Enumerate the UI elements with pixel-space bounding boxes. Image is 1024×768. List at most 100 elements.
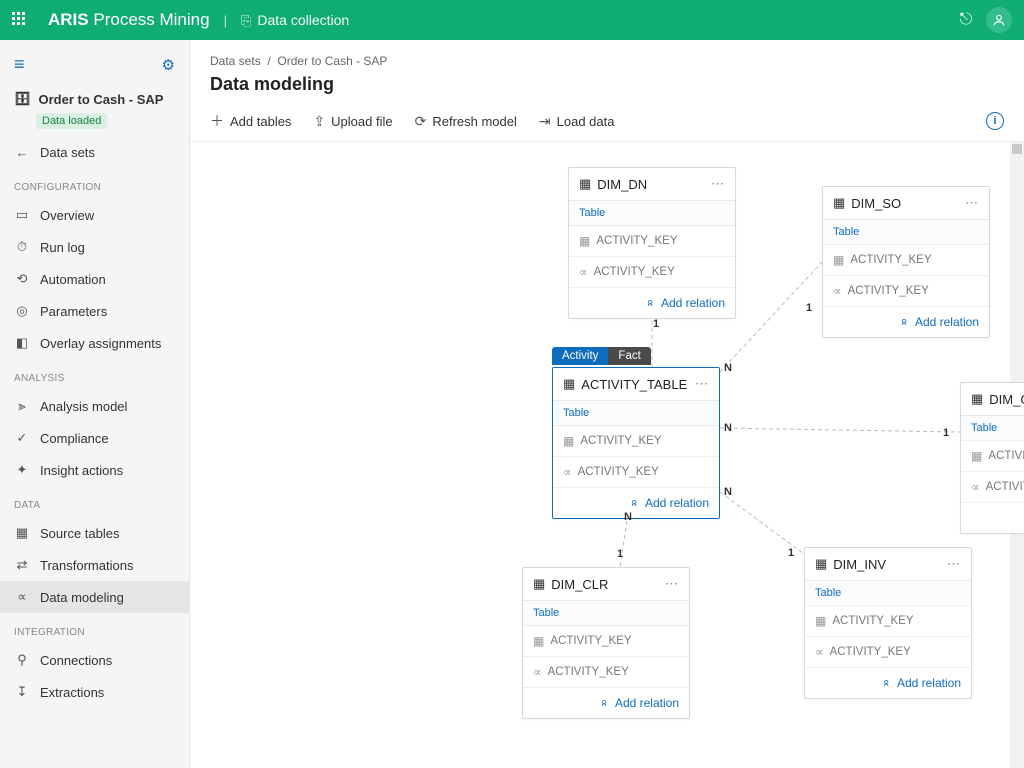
add-relation-button[interactable]: Add relation (823, 307, 989, 337)
column-icon: ▦ (971, 449, 982, 463)
sidebar-item-runlog[interactable]: ⏱Run log (0, 231, 189, 263)
relation-icon: ∝ (833, 284, 842, 298)
add-relation-button[interactable]: Add relation (569, 288, 735, 318)
sidebar-item-extractions[interactable]: ↧Extractions (0, 676, 189, 708)
project-name: Order to Cash - SAP (39, 92, 164, 107)
sidebar-toggle-icon[interactable]: ≡ (14, 54, 25, 75)
column-row[interactable]: ▦ACTIVITY_KEY (553, 426, 719, 457)
card-tags: ActivityFact (552, 347, 651, 365)
transform-icon: ⇄ (14, 557, 30, 573)
column-row[interactable]: ▦ACTIVITY_KEY (805, 606, 971, 637)
automation-icon: ⟲ (14, 271, 30, 287)
cardinality-label: 1 (788, 547, 794, 559)
table-name: DIM_CLR (551, 577, 659, 592)
sidebar-item-parameters[interactable]: ◎Parameters (0, 295, 189, 327)
add-relation-button[interactable]: Add relation (805, 668, 971, 698)
cardinality-label: 1 (653, 318, 659, 330)
column-row[interactable]: ▦ACTIVITY_KEY (523, 626, 689, 657)
add-relation-button[interactable]: Add relation (553, 488, 719, 518)
column-row[interactable]: ∝ACTIVITY_KEY (569, 257, 735, 288)
model-icon: ⫸ (14, 398, 30, 414)
add-relation-button[interactable]: Add relation (961, 503, 1024, 533)
table-name: ACTIVITY_TABLE (581, 377, 689, 392)
column-row[interactable]: ∝ACTIVITY_KEY (523, 657, 689, 688)
table-card-dim_gi[interactable]: ▦DIM_GI⋯Table▦ACTIVITY_KEY∝ACTIVITY_KEYA… (960, 382, 1024, 534)
add-relation-button[interactable]: Add relation (523, 688, 689, 718)
table-icon: ▦ (14, 525, 30, 541)
load-data-button[interactable]: ⇥Load data (539, 113, 615, 130)
app-header: ARIS Process Mining | Data collection ⎋ (0, 0, 1024, 40)
table-subheader: Table (553, 401, 719, 426)
settings-icon[interactable]: ⚙ (162, 56, 175, 74)
column-icon: ▦ (815, 614, 826, 628)
table-subheader: Table (569, 201, 735, 226)
card-menu-icon[interactable]: ⋯ (965, 195, 979, 211)
cardinality-label: N (724, 362, 732, 374)
connection-icon: ⚲ (14, 652, 30, 668)
sidebar-item-overlay[interactable]: ◧Overlay assignments (0, 327, 189, 359)
column-icon: ▦ (579, 234, 590, 248)
column-row[interactable]: ∝ACTIVITY_KEY (823, 276, 989, 307)
table-subheader: Table (961, 416, 1024, 441)
user-avatar[interactable] (986, 7, 1012, 33)
tag-activity[interactable]: Activity (552, 347, 608, 365)
sidebar-item-compliance[interactable]: ✓Compliance (0, 422, 189, 454)
table-card-dim_inv[interactable]: ▦DIM_INV⋯Table▦ACTIVITY_KEY∝ACTIVITY_KEY… (804, 547, 972, 699)
sidebar-item-analysis-model[interactable]: ⫸Analysis model (0, 390, 189, 422)
column-row[interactable]: ▦ACTIVITY_KEY (823, 245, 989, 276)
table-icon: ▦ (533, 576, 545, 592)
back-datasets[interactable]: ←Data sets (0, 137, 189, 168)
plus-icon: ＋ (210, 111, 224, 131)
table-icon: ▦ (563, 376, 575, 392)
sidebar-item-data-modeling[interactable]: ∝Data modeling (0, 581, 189, 613)
column-row[interactable]: ∝ACTIVITY_KEY (961, 472, 1024, 503)
sidebar-item-insight[interactable]: ✦Insight actions (0, 454, 189, 486)
sidebar-item-automation[interactable]: ⟲Automation (0, 263, 189, 295)
table-subheader: Table (523, 601, 689, 626)
group-integration: INTEGRATION (0, 613, 189, 644)
model-canvas[interactable]: ▦DIM_DN⋯Table▦ACTIVITY_KEY∝ACTIVITY_KEYA… (190, 142, 1024, 768)
refresh-model-button[interactable]: ⟳Refresh model (415, 113, 517, 130)
scroll-thumb[interactable] (1012, 144, 1022, 154)
cardinality-label: N (724, 422, 732, 434)
upload-file-button[interactable]: ⇪Upload file (313, 113, 392, 130)
load-icon: ⇥ (539, 113, 551, 130)
bookmark-icon[interactable]: ⎋ (952, 6, 980, 34)
table-card-dim_clr[interactable]: ▦ DIM_CLR ⋯ Table▦ACTIVITY_KEY∝ACTIVITY_KEY… (522, 567, 690, 719)
status-badge: Data loaded (36, 113, 107, 129)
card-menu-icon[interactable]: ⋯ (947, 556, 961, 572)
card-menu-icon[interactable]: ⋯ (711, 176, 725, 192)
table-icon: ▦ (971, 391, 983, 407)
group-analysis: ANALYSIS (0, 359, 189, 390)
table-card-dim_so[interactable]: ▦DIM_SO⋯Table▦ACTIVITY_KEY∝ACTIVITY_KEYA… (822, 186, 990, 338)
column-row[interactable]: ∝ACTIVITY_KEY (553, 457, 719, 488)
column-row[interactable]: ▦ACTIVITY_KEY (569, 226, 735, 257)
header-divider: | (224, 13, 227, 28)
tag-fact[interactable]: Fact (608, 347, 650, 365)
table-card-activity[interactable]: ▦ ACTIVITY_TABLE ⋯ Table▦ACTIVITY_KEY∝ACTIV… (552, 367, 720, 519)
sidebar-item-sources[interactable]: ▦Source tables (0, 517, 189, 549)
sidebar-item-connections[interactable]: ⚲Connections (0, 644, 189, 676)
group-config: CONFIGURATION (0, 168, 189, 199)
brand: ARIS Process Mining (48, 10, 210, 30)
column-row[interactable]: ▦ACTIVITY_KEY (961, 441, 1024, 472)
sidebar-item-overview[interactable]: ▭Overview (0, 199, 189, 231)
back-icon: ← (14, 145, 30, 160)
column-icon: ▦ (563, 434, 574, 448)
cardinality-label: N (624, 511, 632, 523)
column-row[interactable]: ∝ACTIVITY_KEY (805, 637, 971, 668)
table-subheader: Table (823, 220, 989, 245)
add-tables-button[interactable]: ＋Add tables (210, 111, 291, 131)
table-card-dim_dn[interactable]: ▦DIM_DN⋯Table▦ACTIVITY_KEY∝ACTIVITY_KEYA… (568, 167, 736, 319)
card-menu-icon[interactable]: ⋯ (665, 576, 679, 592)
sidebar: ≡ ⚙ 🗄 Order to Cash - SAP Data loaded ←D… (0, 40, 190, 768)
sidebar-item-transformations[interactable]: ⇄Transformations (0, 549, 189, 581)
table-subheader: Table (805, 581, 971, 606)
overview-icon: ▭ (14, 207, 30, 223)
page-title: Data modeling (190, 70, 1024, 105)
crumb-datasets[interactable]: Data sets (210, 54, 261, 68)
project-title: 🗄 Order to Cash - SAP (0, 85, 189, 109)
app-launcher-icon[interactable] (12, 12, 28, 28)
info-icon[interactable]: i (986, 112, 1004, 130)
card-menu-icon[interactable]: ⋯ (695, 376, 709, 392)
